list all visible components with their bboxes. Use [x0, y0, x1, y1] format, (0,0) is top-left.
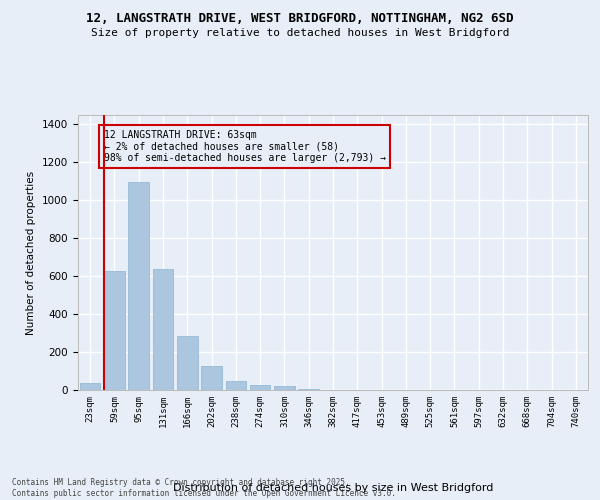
Bar — [152, 268, 173, 390]
X-axis label: Distribution of detached houses by size in West Bridgford: Distribution of detached houses by size … — [173, 482, 493, 492]
Text: Contains HM Land Registry data © Crown copyright and database right 2025.
Contai: Contains HM Land Registry data © Crown c… — [12, 478, 396, 498]
Bar — [201, 366, 222, 390]
Text: 12 LANGSTRATH DRIVE: 63sqm
← 2% of detached houses are smaller (58)
98% of semi-: 12 LANGSTRATH DRIVE: 63sqm ← 2% of detac… — [104, 130, 386, 164]
Bar — [177, 336, 197, 390]
Text: 12, LANGSTRATH DRIVE, WEST BRIDGFORD, NOTTINGHAM, NG2 6SD: 12, LANGSTRATH DRIVE, WEST BRIDGFORD, NO… — [86, 12, 514, 26]
Bar — [274, 386, 295, 390]
Bar — [298, 389, 319, 390]
Text: Size of property relative to detached houses in West Bridgford: Size of property relative to detached ho… — [91, 28, 509, 38]
Bar — [104, 272, 125, 390]
Y-axis label: Number of detached properties: Number of detached properties — [26, 170, 37, 334]
Bar — [80, 384, 100, 390]
Bar — [250, 386, 271, 390]
Bar — [226, 380, 246, 390]
Bar — [128, 182, 149, 390]
